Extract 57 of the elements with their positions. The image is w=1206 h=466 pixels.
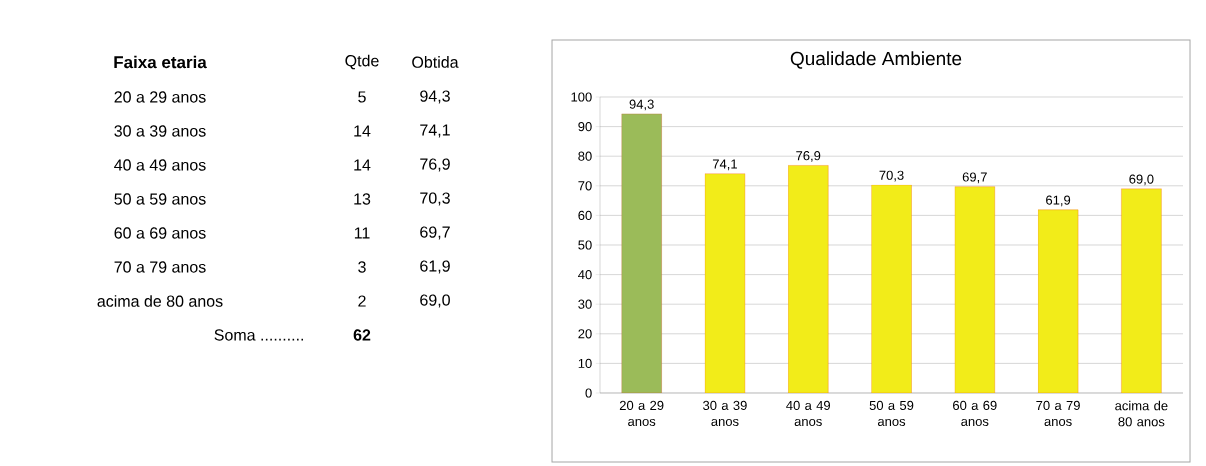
text: Obtida — [412, 56, 459, 68]
y-tick-label: 50 — [578, 240, 592, 250]
text: 69,7 — [420, 226, 450, 240]
category-label: acima de 80 anos — [97, 295, 223, 307]
text: 94,3 — [420, 90, 450, 104]
data-label: 70,3 — [879, 170, 904, 182]
bar — [954, 186, 995, 393]
category-label: 70 a 79 anos — [114, 261, 206, 273]
text: 61,9 — [420, 260, 450, 274]
text: 74,1 — [420, 124, 450, 138]
y-tick-label: 80 — [578, 151, 592, 161]
text: 3 — [358, 261, 366, 273]
text: 69,0 — [420, 294, 450, 308]
x-tick-label: 20 a 29 anos — [619, 400, 664, 426]
data-label: 74,1 — [712, 159, 737, 171]
data-label: 69,0 — [1129, 174, 1154, 186]
y-tick-label: 90 — [578, 121, 592, 132]
x-tick-label: 30 a 39 anos — [703, 400, 747, 426]
bar — [1037, 209, 1079, 393]
x-tick-label: 60 a 69 anos — [953, 400, 997, 426]
text: 5 — [358, 91, 366, 103]
text: Soma .......... — [214, 329, 304, 341]
y-tick-label: 20 — [578, 329, 592, 339]
text: 62 — [353, 329, 371, 341]
x-tick-label: 70 a 79 anos — [1036, 400, 1080, 426]
y-tick-label: 40 — [578, 269, 592, 280]
text: Qtde — [345, 54, 379, 70]
y-tick-label: 10 — [578, 358, 592, 368]
y-tick-label: 70 — [578, 181, 592, 191]
bar — [621, 113, 662, 393]
y-tick-label: 30 — [578, 299, 592, 309]
bar — [871, 184, 912, 393]
text: 76,9 — [420, 158, 450, 172]
data-label: 94,3 — [629, 99, 654, 111]
x-tick-label: acima de 80 anos — [1115, 400, 1168, 427]
text: 14 — [354, 125, 371, 137]
category-label: 30 a 39 anos — [114, 125, 206, 137]
category-label: 40 a 49 anos — [114, 159, 206, 171]
data-label: 61,9 — [1046, 195, 1071, 207]
text: 2 — [358, 295, 366, 307]
category-label: 60 a 69 anos — [114, 227, 206, 239]
x-tick-label: 40 a 49 anos — [786, 400, 831, 426]
text: Faixa etaria — [114, 55, 207, 69]
data-label: 76,9 — [796, 151, 821, 162]
category-label: 20 a 29 anos — [114, 91, 206, 103]
chart-title: Qualidade Ambiente — [790, 51, 962, 69]
y-tick-label: 100 — [571, 92, 592, 102]
text: 11 — [354, 227, 370, 239]
y-tick-label: 0 — [585, 388, 592, 398]
x-tick-label: 50 a 59 anos — [869, 400, 914, 426]
y-tick-label: 60 — [578, 210, 592, 220]
bar — [788, 165, 829, 393]
text: 70,3 — [420, 192, 450, 206]
text: 14 — [354, 159, 371, 171]
data-label: 69,7 — [962, 172, 987, 184]
text: 13 — [354, 193, 371, 205]
category-label: 50 a 59 anos — [114, 193, 206, 205]
